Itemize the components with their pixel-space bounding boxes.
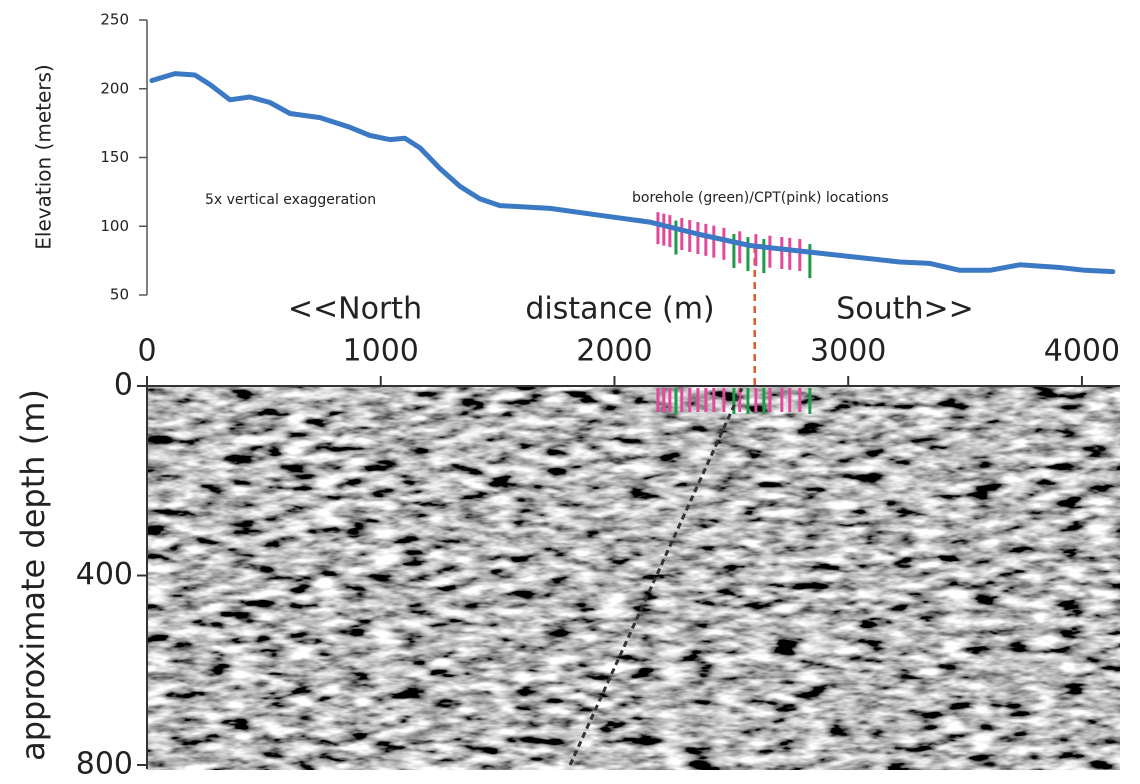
x-tick-label: 1000 bbox=[343, 334, 419, 369]
y-tick-label: 150 bbox=[100, 148, 129, 166]
x-axis-label: <<North bbox=[288, 292, 422, 327]
y-axis-label: approximate depth (m) bbox=[14, 389, 52, 761]
x-tick-label: 0 bbox=[137, 334, 156, 369]
annotation: 5x vertical exaggeration bbox=[205, 192, 376, 208]
x-tick-label: 2000 bbox=[576, 334, 652, 369]
y-tick-label: 0 bbox=[114, 368, 133, 403]
x-tick-label: 3000 bbox=[810, 334, 886, 369]
y-tick-label: 800 bbox=[76, 747, 133, 782]
y-tick-label: 200 bbox=[100, 79, 129, 97]
y-tick-label: 50 bbox=[110, 286, 129, 304]
y-tick-label: 100 bbox=[100, 217, 129, 235]
fault-line bbox=[568, 387, 744, 766]
x-axis-label: distance (m) bbox=[525, 292, 714, 327]
y-tick-label: 250 bbox=[100, 11, 129, 29]
y-axis-label: Elevation (meters) bbox=[32, 64, 56, 249]
y-tick-label: 400 bbox=[76, 557, 133, 592]
x-axis-label: South>> bbox=[836, 292, 973, 327]
annotation: borehole (green)/CPT(pink) locations bbox=[632, 190, 889, 206]
seismic-image bbox=[147, 386, 1120, 770]
elevation-line bbox=[149, 71, 1116, 275]
x-tick-label: 4000 bbox=[1044, 334, 1120, 369]
